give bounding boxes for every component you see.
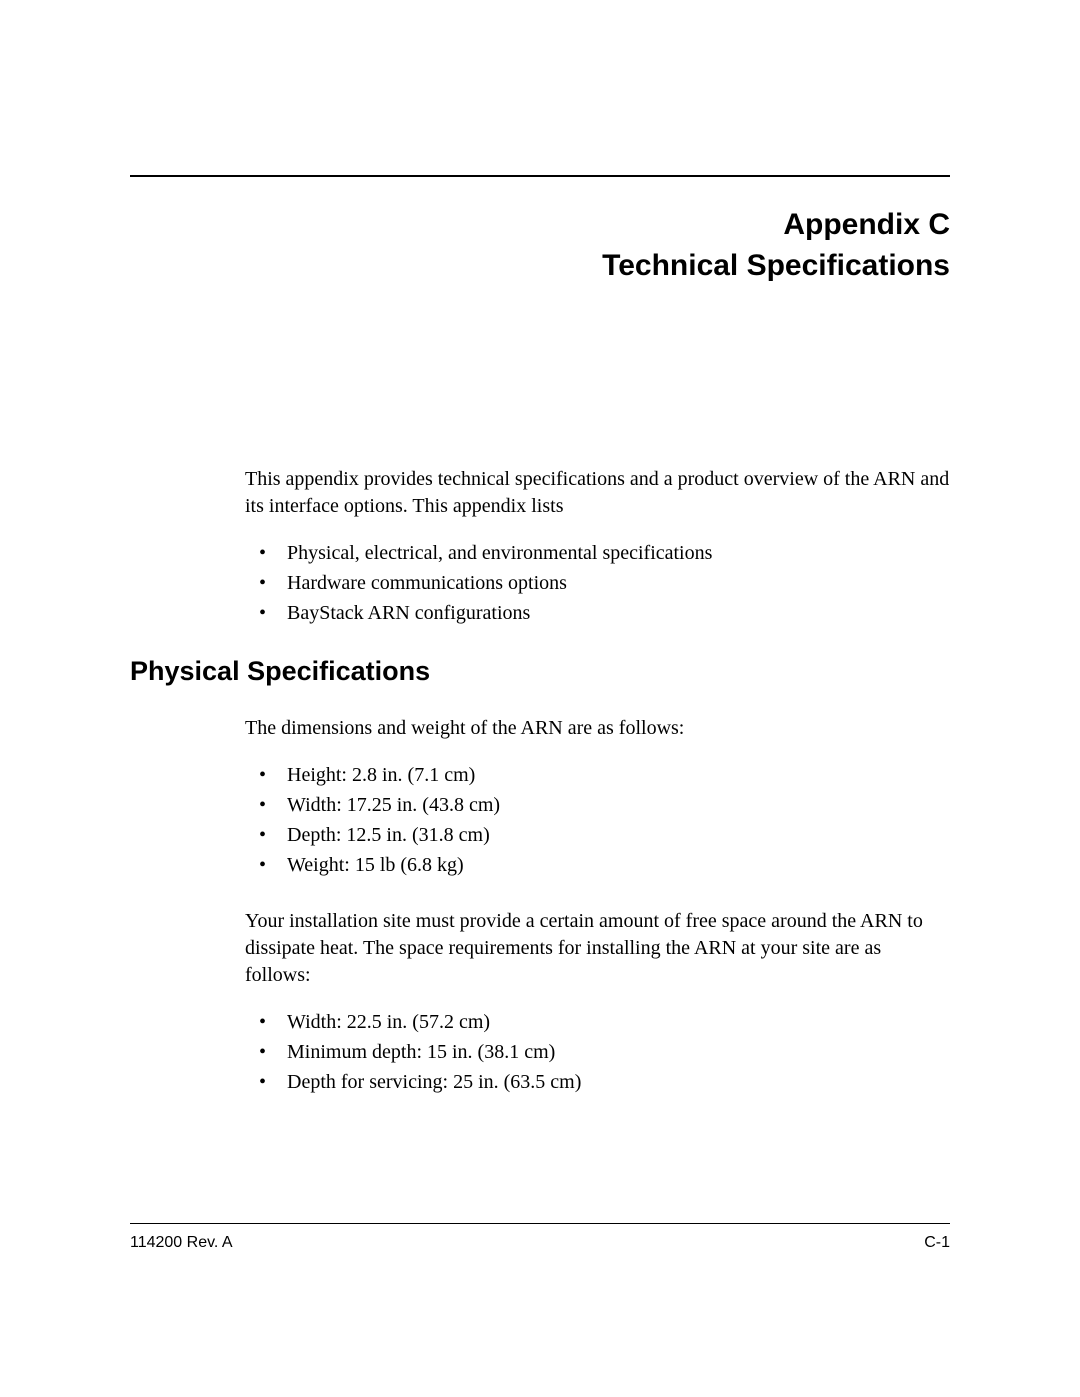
content-block: This appendix provides technical specifi… (130, 466, 950, 1097)
list-item: Height: 2.8 in. (7.1 cm) (245, 760, 950, 790)
list-item: Weight: 15 lb (6.8 kg) (245, 850, 950, 880)
space-intro: Your installation site must provide a ce… (245, 908, 950, 989)
title-line-2: Technical Specifications (130, 246, 950, 287)
list-item: Hardware communications options (245, 568, 950, 598)
appendix-title: Appendix C Technical Specifications (130, 205, 950, 286)
list-item: BayStack ARN configurations (245, 598, 950, 628)
title-line-1: Appendix C (130, 205, 950, 246)
list-item: Width: 22.5 in. (57.2 cm) (245, 1007, 950, 1037)
footer-right: C-1 (924, 1234, 950, 1252)
page-footer: 114200 Rev. A C-1 (130, 1223, 950, 1252)
intro-paragraph: This appendix provides technical specifi… (245, 466, 950, 520)
list-item: Depth for servicing: 25 in. (63.5 cm) (245, 1067, 950, 1097)
dimensions-intro: The dimensions and weight of the ARN are… (245, 715, 950, 742)
dimensions-bullet-list: Height: 2.8 in. (7.1 cm) Width: 17.25 in… (245, 760, 950, 880)
space-bullet-list: Width: 22.5 in. (57.2 cm) Minimum depth:… (245, 1007, 950, 1097)
list-item: Depth: 12.5 in. (31.8 cm) (245, 820, 950, 850)
list-item: Width: 17.25 in. (43.8 cm) (245, 790, 950, 820)
list-item: Minimum depth: 15 in. (38.1 cm) (245, 1037, 950, 1067)
title-rule (130, 175, 950, 177)
footer-left: 114200 Rev. A (130, 1234, 233, 1252)
intro-bullet-list: Physical, electrical, and environmental … (245, 538, 950, 628)
section-heading-physical: Physical Specifications (130, 656, 950, 687)
list-item: Physical, electrical, and environmental … (245, 538, 950, 568)
footer-rule (130, 1223, 950, 1224)
